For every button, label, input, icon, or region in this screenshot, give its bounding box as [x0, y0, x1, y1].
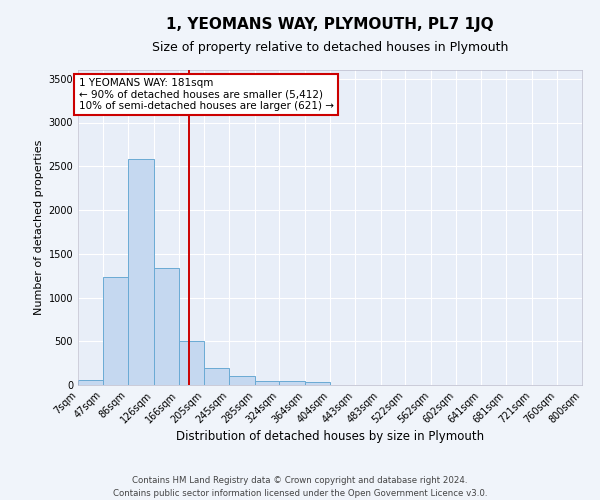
- Bar: [229, 376, 254, 385]
- Bar: [254, 380, 280, 385]
- Bar: [179, 341, 204, 385]
- Bar: [78, 380, 103, 385]
- Text: 1, YEOMANS WAY, PLYMOUTH, PL7 1JQ: 1, YEOMANS WAY, PLYMOUTH, PL7 1JQ: [166, 18, 494, 32]
- Bar: [305, 382, 331, 385]
- Bar: [154, 268, 179, 385]
- Text: Contains HM Land Registry data © Crown copyright and database right 2024.
Contai: Contains HM Land Registry data © Crown c…: [113, 476, 487, 498]
- Text: Size of property relative to detached houses in Plymouth: Size of property relative to detached ho…: [152, 41, 508, 54]
- Bar: [204, 368, 229, 385]
- Text: 1 YEOMANS WAY: 181sqm
← 90% of detached houses are smaller (5,412)
10% of semi-d: 1 YEOMANS WAY: 181sqm ← 90% of detached …: [79, 78, 334, 111]
- Bar: [103, 278, 128, 385]
- X-axis label: Distribution of detached houses by size in Plymouth: Distribution of detached houses by size …: [176, 430, 484, 444]
- Bar: [128, 160, 154, 385]
- Bar: [280, 380, 305, 385]
- Y-axis label: Number of detached properties: Number of detached properties: [34, 140, 44, 315]
